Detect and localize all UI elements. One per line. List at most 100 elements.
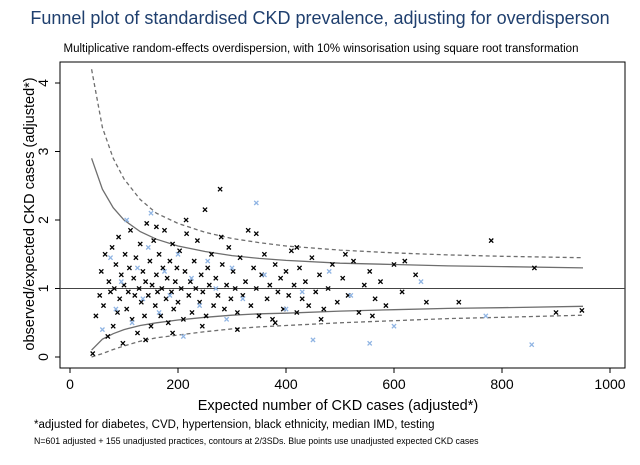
x-axis: 0 200 400 600 800 1000 bbox=[66, 368, 626, 392]
adjusted-point bbox=[342, 251, 348, 257]
unadjusted-point bbox=[167, 292, 173, 298]
adjusted-point bbox=[253, 285, 259, 292]
adjusted-point bbox=[168, 289, 175, 295]
adjusted-point bbox=[309, 255, 315, 261]
adjusted-point bbox=[579, 307, 585, 313]
unadjusted-point bbox=[229, 265, 235, 271]
unadjusted-point bbox=[118, 279, 124, 285]
unadjusted-point bbox=[529, 342, 535, 348]
adjusted-point bbox=[325, 285, 331, 292]
adjusted-point bbox=[98, 268, 104, 274]
unadjusted-point bbox=[180, 333, 186, 340]
x-axis-title: Expected number of CKD cases (adjusted*) bbox=[198, 398, 478, 414]
adjusted-point bbox=[118, 272, 124, 278]
adjusted-point bbox=[226, 244, 232, 250]
adjusted-point bbox=[153, 224, 159, 230]
adjusted-point bbox=[313, 289, 319, 295]
adjusted-point bbox=[164, 275, 170, 281]
adjusted-point bbox=[206, 282, 212, 288]
adjusted-point bbox=[111, 285, 117, 292]
y-tick-label: 1 bbox=[35, 284, 51, 292]
adjusted-point bbox=[151, 238, 157, 244]
adjusted-point bbox=[106, 279, 112, 285]
adjusted-point bbox=[228, 296, 234, 302]
adjusted-point bbox=[391, 261, 397, 268]
unadjusted-point bbox=[161, 268, 168, 274]
adjusted-point bbox=[286, 292, 292, 298]
adjusted-point bbox=[237, 255, 243, 261]
adjusted-point bbox=[329, 261, 335, 268]
adjusted-point bbox=[175, 299, 181, 305]
adjusted-point bbox=[105, 333, 111, 340]
adjusted-point bbox=[134, 330, 141, 336]
adjusted-point bbox=[340, 275, 346, 281]
adjusted-point bbox=[234, 309, 240, 316]
adjusted-point bbox=[90, 351, 96, 357]
y-tick-label: 0 bbox=[35, 353, 51, 361]
adjusted-point bbox=[299, 296, 305, 302]
unadjusted-point bbox=[418, 279, 424, 285]
adjusted-point bbox=[205, 265, 211, 271]
unadjusted-point bbox=[99, 327, 105, 333]
y-axis-title: observed/expected CKD cases (adjusted*) bbox=[22, 77, 38, 350]
unadjusted-point bbox=[253, 200, 259, 206]
adjusted-point bbox=[158, 313, 164, 319]
adjusted-point bbox=[186, 292, 192, 298]
adjusted-point bbox=[211, 303, 217, 309]
adjusted-point bbox=[383, 303, 389, 309]
adjusted-point bbox=[251, 265, 257, 271]
adjusted-point bbox=[191, 258, 197, 264]
adjusted-points bbox=[90, 186, 585, 357]
unadjusted-point bbox=[326, 268, 332, 274]
unadjusted-point bbox=[261, 272, 267, 278]
adjusted-point bbox=[120, 340, 126, 346]
unadjusted-point bbox=[367, 340, 373, 346]
adjusted-point bbox=[361, 282, 367, 288]
adjusted-point bbox=[278, 275, 284, 281]
y-tick-label: 2 bbox=[35, 216, 51, 224]
adjusted-point bbox=[193, 285, 199, 292]
contour-3sd-lower bbox=[91, 314, 584, 358]
adjusted-point bbox=[402, 258, 408, 264]
unadjusted-point bbox=[113, 306, 119, 312]
plot-frame bbox=[59, 61, 626, 369]
adjusted-point bbox=[148, 323, 154, 329]
y-axis: 0 1 2 3 4 bbox=[35, 79, 60, 361]
adjusted-point bbox=[152, 303, 158, 309]
adjusted-point bbox=[294, 309, 300, 316]
unadjusted-point bbox=[156, 309, 162, 316]
adjusted-point bbox=[224, 282, 230, 288]
adjusted-point bbox=[200, 289, 206, 295]
adjusted-point bbox=[267, 282, 273, 288]
adjusted-point bbox=[159, 285, 165, 292]
unadjusted-point bbox=[224, 316, 230, 322]
adjusted-point bbox=[215, 292, 221, 298]
x-tick-label: 0 bbox=[66, 376, 74, 392]
adjusted-point bbox=[124, 306, 130, 312]
adjusted-point bbox=[553, 309, 559, 316]
adjusted-point bbox=[302, 279, 308, 285]
adjusted-point bbox=[174, 265, 180, 271]
adjusted-point bbox=[217, 186, 223, 192]
adjusted-point bbox=[133, 255, 139, 261]
adjusted-point bbox=[208, 251, 215, 257]
unadjusted-point bbox=[134, 265, 141, 271]
unadjusted-point bbox=[205, 258, 211, 264]
adjusted-point bbox=[143, 279, 149, 285]
adjusted-point bbox=[367, 268, 373, 274]
adjusted-point bbox=[356, 309, 362, 316]
adjusted-point bbox=[294, 244, 300, 250]
adjusted-point bbox=[144, 220, 150, 226]
unadjusted-point bbox=[197, 303, 203, 309]
unadjusted-point bbox=[348, 292, 354, 298]
x-tick-label: 800 bbox=[490, 376, 514, 392]
adjusted-point bbox=[132, 292, 138, 298]
adjusted-point bbox=[531, 265, 537, 271]
adjusted-point bbox=[127, 227, 134, 233]
footnote-adjustment: *adjusted for diabetes, CVD, hypertensio… bbox=[34, 419, 435, 431]
unadjusted-point bbox=[145, 244, 151, 250]
adjusted-point bbox=[113, 261, 119, 268]
unadjusted-point bbox=[148, 210, 154, 216]
adjusted-point bbox=[109, 244, 115, 250]
